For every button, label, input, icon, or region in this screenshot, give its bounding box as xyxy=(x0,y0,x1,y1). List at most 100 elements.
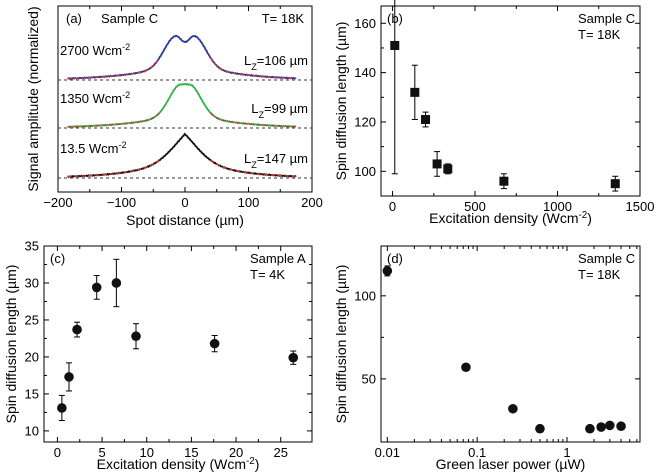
panel-d-point-0 xyxy=(382,266,393,276)
panel-b-point-6 xyxy=(610,179,620,189)
panel-c-point-5 xyxy=(131,331,141,342)
panel-a-temp: T= 18K xyxy=(262,11,305,26)
panel-b-xtick-1-label: 500 xyxy=(464,199,486,214)
panel-d-xtick-1-label: 0.1 xyxy=(468,445,486,460)
panel-a-lz-label-1-part: Z xyxy=(258,110,264,120)
panel-b-ytick-3-label: 160 xyxy=(354,16,376,31)
panel-a-fit-1-1 xyxy=(209,112,297,128)
panel-d-point-3 xyxy=(535,423,545,434)
panel-b-ytick-2-label: 140 xyxy=(354,65,376,80)
panel-a-tag: (a) xyxy=(66,11,82,26)
panel-b-xlabel-part: ) xyxy=(587,210,592,226)
panel-c-xtick-0-label: 0 xyxy=(54,445,61,460)
panel-a-power-label-1: 1350 Wcm-2 xyxy=(60,90,130,106)
panel-b-xtick-3-label: 1500 xyxy=(626,199,655,214)
panel-c-xlabel: Excitation density (Wcm-2) xyxy=(97,456,260,472)
panel-c-point-1 xyxy=(64,372,74,382)
panel-b-ylabel: Spin diffusion length (µm) xyxy=(333,22,349,181)
panel-c-xtick-4-label: 20 xyxy=(229,445,243,460)
panel-a-xtick-1-label: −100 xyxy=(107,195,136,210)
panel-d-tag: (d) xyxy=(387,251,403,266)
panel-d-xlabel: Green laser power (µW) xyxy=(436,456,586,472)
panel-a-lz-label-1: LZ=99 µm xyxy=(251,101,308,120)
panel-a-lz-label-2: LZ=147 µm xyxy=(244,151,308,170)
panel-d-ytick-1-label: 100 xyxy=(354,288,376,303)
panel-a-xlabel: Spot distance (µm) xyxy=(126,212,244,228)
panel-c-temp: T= 4K xyxy=(250,267,285,282)
panel-c-ytick-4-label: 30 xyxy=(25,275,39,290)
panel-d-point-5 xyxy=(596,422,606,432)
panel-c-xlabel-part: Excitation density (Wcm xyxy=(97,456,246,472)
panel-a-lz-label-0-part: Z xyxy=(251,62,257,72)
panel-b-point-4 xyxy=(443,164,453,174)
panel-d-xtick-0-label: 0.01 xyxy=(375,445,400,460)
panel-a-power-label-0: 2700 Wcm-2 xyxy=(60,42,130,58)
panel-c-point-6 xyxy=(209,338,220,349)
panel-c-point-3 xyxy=(91,282,102,293)
panel-d-ytick-0-label: 50 xyxy=(362,371,376,386)
panel-a-lz-label-1-part: L xyxy=(251,101,258,116)
panel-d-ylabel: Spin diffusion length (µm) xyxy=(333,265,349,424)
panel-a-ylabel: Signal amplitude (normalized) xyxy=(25,6,41,191)
panel-c-ytick-1-label: 15 xyxy=(25,386,39,401)
panel-b-temp: T= 18K xyxy=(578,27,621,42)
panel-a-xtick-0-label: −200 xyxy=(43,195,72,210)
panel-c-sample: Sample A xyxy=(250,251,306,266)
panel-a-lz-label-2-part: Z xyxy=(251,160,257,170)
panel-b-point-0 xyxy=(390,40,400,50)
plot-frame-c xyxy=(43,245,313,443)
panel-a-fit-0-0 xyxy=(67,58,160,80)
panel-b-point-3 xyxy=(432,159,442,169)
panel-b-point-2 xyxy=(421,115,431,125)
panel-c-point-4 xyxy=(111,278,122,288)
panel-c-xtick-1-label: 5 xyxy=(98,445,105,460)
plot-frame-b xyxy=(380,5,641,197)
panel-c-xtick-3-label: 15 xyxy=(184,445,198,460)
panel-a-fit-1-0 xyxy=(67,112,160,128)
panel-c-xtick-2-label: 10 xyxy=(139,445,153,460)
panel-a-power-label-0-part: 2700 Wcm xyxy=(60,43,122,58)
panel-a-power-label-1-part: 1350 Wcm xyxy=(60,91,122,106)
panel-b-xlabel-part: Excitation density (Wcm xyxy=(429,210,578,226)
plot-frame-d xyxy=(380,245,641,443)
panel-c-ytick-2-label: 20 xyxy=(25,349,39,364)
panel-a-lz-label-0-part: =106 µm xyxy=(257,53,308,68)
panel-c-ytick-5-label: 35 xyxy=(25,239,39,254)
panel-a-power-label-2-part: -2 xyxy=(119,140,127,150)
panel-a-power-label-2-part: 13.5 Wcm xyxy=(60,141,119,156)
panel-a-power-label-1-part: -2 xyxy=(122,90,130,100)
panel-d-point-1 xyxy=(461,362,471,373)
panel-b-point-5 xyxy=(499,176,509,186)
panel-a: −200 −100 0 100 200 Spot distance (µm) Signal … xyxy=(25,5,323,228)
panel-a-power-label-2: 13.5 Wcm-2 xyxy=(60,140,127,156)
panel-c-ytick-3-label: 25 xyxy=(25,312,39,327)
panel-d: 0.01 0.1 1 50 100 Green laser power (µW) Spin … xyxy=(333,245,641,472)
panel-d-temp: T= 18K xyxy=(578,267,621,282)
panel-c-xlabel-part: ) xyxy=(255,456,260,472)
panel-d-point-4 xyxy=(585,423,595,434)
panel-b-point-1 xyxy=(410,87,420,97)
panel-a-lz-label-2-part: =147 µm xyxy=(257,151,308,166)
panel-a-lz-label-2-part: L xyxy=(244,151,251,166)
panel-c-xlabel-part: -2 xyxy=(246,456,255,467)
panel-c-point-2 xyxy=(72,324,82,335)
panel-d-xtick-2-label: 1 xyxy=(563,445,570,460)
panel-a-fit-2-1 xyxy=(210,159,297,178)
panel-c: 0 5 10 15 20 25 10 15 20 25 30 35 Excitation density… xyxy=(3,239,313,472)
panel-c-tag: (c) xyxy=(50,251,65,266)
panel-b-xlabel-part: -2 xyxy=(578,210,587,221)
panel-a-fit-0-1 xyxy=(209,57,297,79)
panel-b-sample: Sample C xyxy=(578,11,635,26)
panel-d-point-2 xyxy=(508,403,518,414)
panel-c-ytick-0-label: 10 xyxy=(25,423,39,438)
panel-b-xtick-2-label: 1000 xyxy=(543,199,572,214)
panel-b-xlabel: Excitation density (Wcm-2) xyxy=(429,210,592,227)
panel-a-lz-label-1-part: =99 µm xyxy=(264,101,308,116)
panel-d-point-6 xyxy=(605,420,615,431)
panel-a-lz-label-0-part: L xyxy=(244,53,251,68)
panel-c-ylabel: Spin diffusion length (µm) xyxy=(3,265,19,424)
panel-a-power-label-0-part: -2 xyxy=(122,42,130,52)
panel-d-sample: Sample C xyxy=(578,251,635,266)
panel-a-fit-2-0 xyxy=(67,159,160,178)
